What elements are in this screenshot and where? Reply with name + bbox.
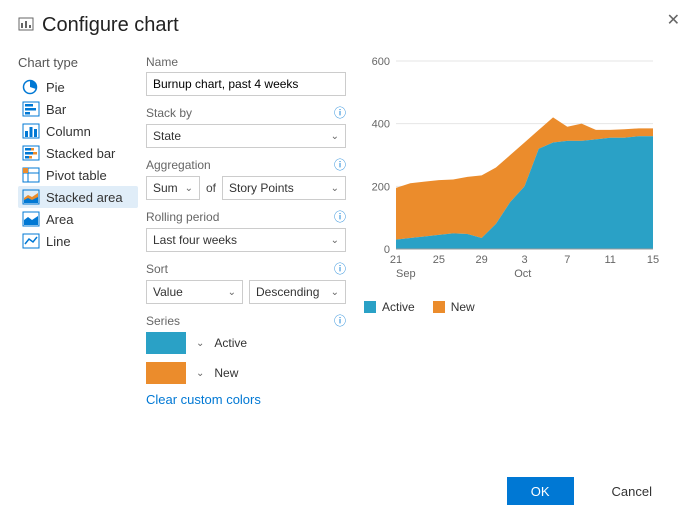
svg-text:Oct: Oct xyxy=(514,268,531,280)
chevron-down-icon[interactable]: ⌄ xyxy=(196,368,204,379)
svg-text:400: 400 xyxy=(372,119,390,131)
svg-text:15: 15 xyxy=(647,254,659,266)
chart-type-label: Area xyxy=(46,212,73,227)
cancel-button[interactable]: Cancel xyxy=(588,477,676,505)
series-label: New xyxy=(214,366,238,380)
legend-item: New xyxy=(433,300,475,314)
chart-type-label: Pie xyxy=(46,80,65,95)
series-label: Series xyxy=(146,314,180,328)
sort-field-select[interactable]: Value⌄ xyxy=(146,280,243,304)
chevron-down-icon: ⌄ xyxy=(331,131,339,142)
rolling-select[interactable]: Last four weeks⌄ xyxy=(146,228,346,252)
chart-type-label: Bar xyxy=(46,102,66,117)
config-chart-icon xyxy=(18,16,34,35)
series-swatch[interactable] xyxy=(146,332,186,354)
chart-type-label: Pivot table xyxy=(46,168,107,183)
chart-type-pivot-table[interactable]: Pivot table xyxy=(18,164,138,186)
sort-label: Sort xyxy=(146,262,168,276)
legend-item: Active xyxy=(364,300,415,314)
name-label: Name xyxy=(146,55,178,69)
svg-text:3: 3 xyxy=(521,254,527,266)
chart-type-heading: Chart type xyxy=(18,55,138,70)
stack-by-label: Stack by xyxy=(146,106,192,120)
info-icon[interactable]: ⓘ xyxy=(334,260,346,277)
chart-preview: 0200400600212529371115SepOct xyxy=(364,55,659,285)
chart-type-label: Stacked area xyxy=(46,190,123,205)
svg-text:25: 25 xyxy=(433,254,445,266)
aggregation-label: Aggregation xyxy=(146,158,211,172)
aggregation-select[interactable]: Sum⌄ xyxy=(146,176,200,200)
close-icon[interactable]: ✕ xyxy=(667,10,680,30)
stack-by-select[interactable]: State⌄ xyxy=(146,124,346,148)
chevron-down-icon: ⌄ xyxy=(228,287,236,298)
chevron-down-icon: ⌄ xyxy=(185,183,193,194)
info-icon[interactable]: ⓘ xyxy=(334,104,346,121)
svg-text:7: 7 xyxy=(564,254,570,266)
chart-type-line[interactable]: Line xyxy=(18,230,138,252)
ok-button[interactable]: OK xyxy=(507,477,574,505)
rolling-label: Rolling period xyxy=(146,210,219,224)
chart-type-label: Stacked bar xyxy=(46,146,115,161)
clear-colors-link[interactable]: Clear custom colors xyxy=(146,392,346,407)
svg-text:21: 21 xyxy=(390,254,402,266)
chevron-down-icon: ⌄ xyxy=(331,183,339,194)
series-label: Active xyxy=(214,336,247,350)
name-input[interactable] xyxy=(146,72,346,96)
chart-type-bar[interactable]: Bar xyxy=(18,98,138,120)
chevron-down-icon: ⌄ xyxy=(331,287,339,298)
chart-type-pie[interactable]: Pie xyxy=(18,76,138,98)
info-icon[interactable]: ⓘ xyxy=(334,312,346,329)
chart-type-label: Column xyxy=(46,124,91,139)
svg-text:11: 11 xyxy=(604,254,615,266)
chart-type-area[interactable]: Area xyxy=(18,208,138,230)
chart-type-label: Line xyxy=(46,234,71,249)
svg-text:Sep: Sep xyxy=(396,268,416,280)
aggregation-field-select[interactable]: Story Points⌄ xyxy=(222,176,346,200)
info-icon[interactable]: ⓘ xyxy=(334,208,346,225)
chart-type-stacked-area[interactable]: Stacked area xyxy=(18,186,138,208)
of-label: of xyxy=(206,181,216,195)
dialog-title: Configure chart xyxy=(42,14,179,37)
chart-type-column[interactable]: Column xyxy=(18,120,138,142)
chevron-down-icon: ⌄ xyxy=(331,235,339,246)
series-swatch[interactable] xyxy=(146,362,186,384)
info-icon[interactable]: ⓘ xyxy=(334,156,346,173)
svg-text:29: 29 xyxy=(476,254,488,266)
chevron-down-icon[interactable]: ⌄ xyxy=(196,338,204,349)
chart-type-stacked-bar[interactable]: Stacked bar xyxy=(18,142,138,164)
svg-text:200: 200 xyxy=(372,181,390,193)
sort-dir-select[interactable]: Descending⌄ xyxy=(249,280,346,304)
svg-text:600: 600 xyxy=(372,56,390,68)
